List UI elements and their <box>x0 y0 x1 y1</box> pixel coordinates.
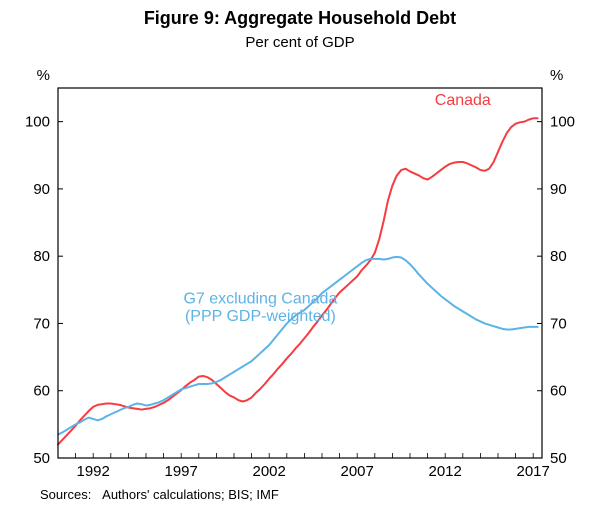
svg-text:2002: 2002 <box>253 463 286 480</box>
svg-text:90: 90 <box>550 181 567 198</box>
figure-sources: Sources: Authors' calculations; BIS; IMF <box>40 487 279 502</box>
figure-title: Figure 9: Aggregate Household Debt <box>0 8 600 29</box>
svg-text:%: % <box>550 67 563 84</box>
svg-text:50: 50 <box>33 450 50 467</box>
svg-text:1997: 1997 <box>165 463 198 480</box>
svg-text:100: 100 <box>550 114 575 131</box>
svg-text:100: 100 <box>25 114 50 131</box>
svg-text:2017: 2017 <box>517 463 550 480</box>
svg-text:2007: 2007 <box>341 463 374 480</box>
figure-container: Figure 9: Aggregate Household Debt Per c… <box>0 0 600 510</box>
svg-text:80: 80 <box>33 248 50 265</box>
chart-area: 50 50 60 60 70 70 80 80 90 90 100 100%% 1992 1997 2002… <box>0 60 600 480</box>
svg-text:1992: 1992 <box>77 463 110 480</box>
sources-text: Authors' calculations; BIS; IMF <box>102 487 279 502</box>
svg-text:2012: 2012 <box>429 463 462 480</box>
series-label-canada: Canada <box>435 92 491 109</box>
svg-text:60: 60 <box>33 383 50 400</box>
svg-text:60: 60 <box>550 383 567 400</box>
svg-text:80: 80 <box>550 248 567 265</box>
sources-label: Sources: <box>40 487 91 502</box>
svg-text:70: 70 <box>33 315 50 332</box>
svg-text:70: 70 <box>550 315 567 332</box>
svg-text:%: % <box>37 67 50 84</box>
svg-text:90: 90 <box>33 181 50 198</box>
svg-text:50: 50 <box>550 450 567 467</box>
figure-subtitle: Per cent of GDP <box>0 34 600 51</box>
chart-svg: 50 50 60 60 70 70 80 80 90 90 100 100%% 1992 1997 2002… <box>0 60 600 480</box>
series-label-g7_ex_canada: G7 excluding Canada(PPP GDP-weighted) <box>183 290 337 325</box>
